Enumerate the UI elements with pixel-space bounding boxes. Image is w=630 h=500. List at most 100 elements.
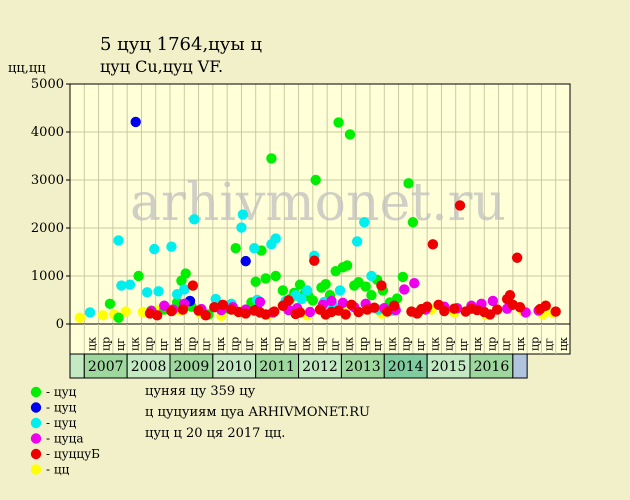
x-tick-label: цк (557, 337, 570, 351)
x-tick-label: цг (500, 338, 513, 351)
legend: - цуц- цуц- цуц- цуца- цуццуБ- цц (30, 385, 100, 477)
data-point-series-2 (240, 255, 251, 267)
data-point-series-1 (366, 290, 377, 301)
legend-marker (30, 433, 42, 444)
year-band-label: 2013 (345, 359, 381, 375)
data-point-series-5 (187, 280, 199, 291)
data-point-series-5 (514, 302, 526, 313)
legend-label: - цуц (46, 416, 77, 430)
x-tick-label: цг (371, 338, 384, 351)
x-tick-label: цк (343, 337, 356, 351)
data-point-series-4 (487, 295, 499, 307)
data-point-series-5 (376, 280, 387, 291)
chart-title: 5 цуц 1764,цуы ц (100, 34, 262, 55)
data-point-series-3 (124, 279, 136, 290)
year-band (426, 353, 471, 379)
data-point-series-3 (84, 307, 96, 318)
data-point-series-5 (540, 300, 551, 311)
x-tick-strip (69, 323, 571, 355)
data-point-series-3 (141, 287, 153, 298)
legend-marker (30, 464, 42, 475)
x-tick-label: цр (185, 337, 198, 351)
data-point-series-1 (180, 268, 191, 279)
data-point-series-5 (454, 200, 466, 211)
data-point-series-1 (250, 276, 261, 287)
data-point-series-3 (236, 222, 247, 233)
year-bands: 2007 2008 2009 2010 2011 2012 2013 2014 2015 2016 (69, 353, 528, 379)
data-point-series-1 (260, 273, 271, 284)
data-point-series-4 (304, 306, 316, 318)
data-point-series-4 (337, 297, 349, 309)
data-point-series-5 (491, 304, 503, 315)
data-point-series-1 (333, 117, 344, 128)
data-point-series-1 (277, 285, 289, 296)
year-band (298, 353, 342, 379)
y-tick-label: 3000 (31, 173, 64, 188)
y-tick-label: 4000 (31, 125, 64, 140)
x-tick-label: цр (485, 337, 498, 351)
data-point-series-4 (399, 284, 410, 295)
data-point-series-5 (177, 304, 189, 315)
y-tick-label: 2000 (31, 221, 64, 236)
data-point-series-1 (403, 178, 414, 189)
data-point-series-0 (97, 310, 109, 321)
x-tick-label: цг (243, 338, 256, 351)
data-point-series-1 (294, 279, 306, 290)
data-point-series-1 (133, 270, 144, 282)
year-band-label: 2007 (88, 359, 124, 375)
year-band (512, 353, 528, 379)
data-point-series-0 (74, 312, 86, 323)
data-point-series-1 (310, 174, 321, 186)
y-axis-unit-label: цц,цц (8, 61, 46, 76)
data-point-series-3 (359, 217, 370, 228)
data-point-series-1 (360, 281, 371, 292)
data-point-series-5 (260, 309, 271, 320)
data-point-series-5 (200, 310, 211, 321)
data-point-series-1 (344, 129, 356, 140)
year-band-label: 2009 (174, 359, 210, 375)
data-point-series-5 (421, 301, 433, 312)
x-tick-label: цк (385, 337, 398, 351)
data-point-series-1 (341, 260, 353, 271)
x-tick-label: цк (214, 337, 227, 351)
data-points (74, 116, 561, 323)
legend-label: - цуца (46, 432, 84, 446)
data-point-series-5 (427, 239, 439, 250)
chart-subtitle: цуц Cu,цуц VF. (100, 57, 223, 76)
year-band (126, 353, 171, 379)
data-point-series-3 (249, 242, 260, 254)
x-tick-label: цк (514, 337, 527, 351)
year-band (212, 353, 257, 379)
data-point-series-5 (511, 252, 523, 263)
data-point-series-5 (340, 309, 351, 320)
note-line: цуняя цу 359 цу (145, 384, 256, 399)
data-point-series-3 (149, 243, 160, 255)
data-point-series-5 (269, 306, 280, 317)
data-point-series-3 (189, 214, 200, 225)
data-point-series-5 (346, 299, 357, 310)
data-point-series-5 (449, 303, 460, 314)
data-point-series-5 (439, 305, 450, 317)
x-tick-label: цр (100, 337, 113, 351)
x-tick-label: цг (457, 338, 470, 351)
note-line: цуц ц 20 ця 2017 цц. (145, 426, 285, 441)
data-point-series-1 (320, 278, 331, 290)
data-point-series-3 (334, 285, 346, 296)
data-point-series-5 (217, 299, 229, 310)
x-tick-label: цк (171, 337, 184, 351)
x-tick-label: цр (314, 337, 327, 351)
x-tick-label: цк (128, 337, 141, 351)
data-point-series-3 (166, 241, 177, 252)
data-point-series-3 (296, 293, 307, 305)
data-point-series-3 (179, 284, 190, 295)
x-tick-label: цг (200, 338, 213, 351)
data-point-series-1 (270, 270, 281, 282)
x-tick-label: цр (528, 337, 541, 351)
y-tick-label: 1000 (31, 269, 64, 284)
year-band-label: 2010 (216, 359, 252, 375)
legend-marker (30, 448, 42, 460)
data-point-series-3 (270, 233, 281, 244)
x-tick-label: цг (414, 338, 427, 351)
year-band (340, 353, 385, 379)
data-point-series-3 (113, 235, 124, 246)
